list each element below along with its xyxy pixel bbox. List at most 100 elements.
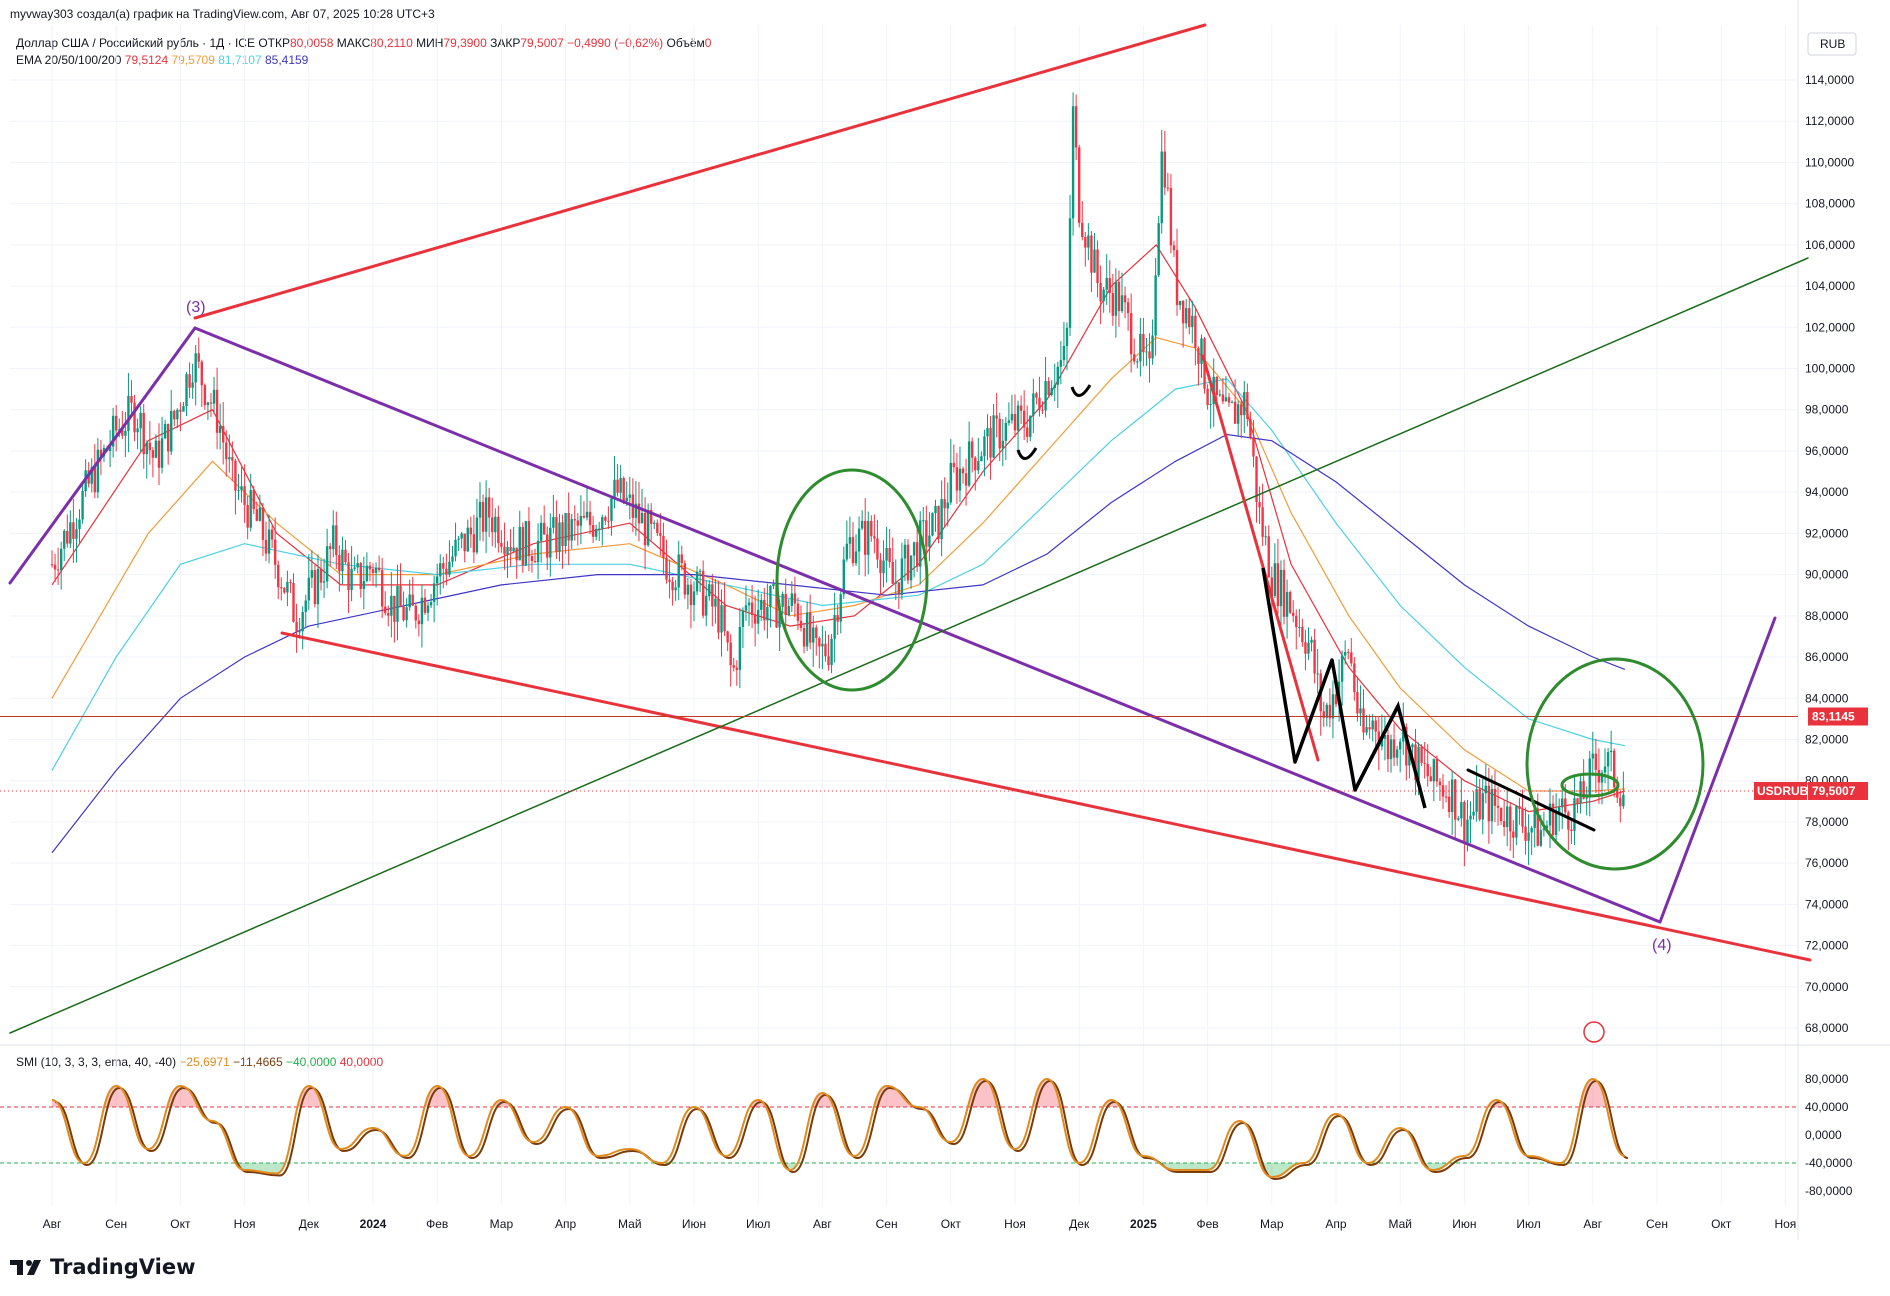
symbol-name[interactable]: Доллар США / Российский рубль · 1Д · ICE — [16, 36, 255, 50]
green-small-ellipse[interactable] — [1560, 772, 1620, 798]
wedge-lower-red-line[interactable] — [280, 631, 1812, 962]
candle-body — [209, 402, 213, 404]
time-tick-label: Май — [618, 1217, 642, 1231]
candle-body — [686, 584, 690, 595]
price-axis[interactable]: 114,0000 112,0000 110,0000 108,0000 106,0000… — [1805, 32, 1857, 1035]
candle-body — [1026, 427, 1029, 437]
candle-body — [735, 667, 738, 670]
candle-body — [1013, 414, 1017, 431]
wave5-purple-line[interactable] — [1658, 616, 1777, 924]
candle-body — [341, 549, 344, 572]
candle-body — [659, 533, 662, 536]
candle-body — [1542, 828, 1546, 831]
candle-body — [793, 593, 797, 604]
candle-body — [1539, 830, 1543, 846]
wedge-upper-red-line[interactable] — [193, 23, 1207, 320]
candle-body — [909, 555, 913, 581]
candle-body — [338, 555, 341, 572]
currency-button[interactable] — [1807, 32, 1857, 56]
candle-body — [1414, 744, 1417, 780]
candle-body — [738, 626, 742, 670]
candle-body — [157, 440, 161, 468]
candle-body — [1386, 734, 1390, 760]
price-tick-label: 68,0000 — [1805, 1021, 1849, 1035]
candle-body — [836, 615, 839, 622]
candle-body — [289, 581, 292, 583]
candle-body — [1417, 746, 1420, 780]
candle-body — [1609, 750, 1613, 753]
candle-body — [701, 570, 705, 616]
ema-label: EMA 20/50/100/200 — [16, 53, 122, 67]
candle-body — [212, 389, 216, 404]
candle-body — [1123, 295, 1127, 303]
candle-body — [732, 665, 735, 668]
candle-body — [1295, 615, 1298, 628]
candle-body — [1282, 569, 1286, 617]
candle-body — [377, 567, 381, 571]
candle-body — [1285, 592, 1289, 617]
candle-body — [151, 450, 155, 458]
candle-body — [753, 614, 757, 624]
candle-body — [967, 441, 971, 486]
candle-body — [977, 461, 980, 471]
drawing-layer[interactable]: (3) (4) — [0, 23, 1812, 1043]
hook-mark-2[interactable] — [1016, 447, 1038, 460]
candle-body — [1197, 347, 1200, 364]
candle-body — [240, 486, 243, 491]
candle-body — [646, 509, 650, 546]
price-tick-label: 106,0000 — [1805, 238, 1855, 252]
change-value: −0,4990 (−0,62%) — [567, 36, 664, 50]
green-circle-aug[interactable] — [775, 468, 929, 692]
green-trend-line[interactable] — [9, 257, 1809, 1034]
candle-body — [414, 605, 417, 621]
candle-body — [683, 563, 687, 595]
candle-body — [243, 486, 246, 506]
candle-body — [1111, 293, 1115, 316]
us-flag-icon[interactable] — [1583, 1021, 1605, 1043]
candle-body — [1078, 147, 1081, 223]
candle-body — [995, 415, 998, 419]
smi-legend[interactable]: SMI (10, 3, 3, 3, ema, 40, -40) −25,6971… — [16, 1055, 383, 1069]
candle-body — [876, 538, 879, 560]
candle-body — [1502, 821, 1506, 827]
price-tick-label: 78,0000 — [1805, 815, 1849, 829]
candle-body — [1582, 781, 1585, 799]
wave-3-label: (3) — [186, 299, 206, 316]
candle-body — [200, 361, 203, 386]
wedge-purple-line[interactable] — [193, 326, 1662, 924]
zigzag-pattern-2[interactable] — [1353, 701, 1427, 809]
candle-body — [154, 440, 158, 458]
candle-body — [182, 406, 185, 412]
hook-mark-1[interactable] — [1070, 384, 1092, 397]
candle-body — [1047, 381, 1050, 395]
green-circle-jul[interactable] — [1525, 657, 1705, 871]
candle-body — [1475, 789, 1478, 812]
tradingview-logo[interactable]: TradingView — [10, 1255, 195, 1279]
candle-body — [133, 402, 136, 433]
candle-body — [989, 428, 992, 458]
candle-body — [1524, 826, 1527, 841]
candle-body — [821, 643, 824, 647]
candle-body — [163, 424, 167, 439]
candle-body — [1019, 405, 1023, 411]
candle-body — [653, 522, 656, 524]
time-axis[interactable]: Авг Сен Окт Ноя Дек 2024 Фев Мар Апр Май Июн Июл Авг… — [43, 1217, 1797, 1231]
wave-up-purple-line[interactable] — [8, 326, 197, 585]
candle-body — [1591, 753, 1594, 759]
time-tick-label: Окт — [941, 1217, 962, 1231]
candle-body — [469, 527, 473, 535]
candle-body — [778, 606, 781, 628]
tradingview-logo-icon — [10, 1260, 41, 1275]
candle-body — [873, 536, 876, 539]
candle-body — [1206, 388, 1209, 406]
candle-body — [203, 385, 207, 406]
candle-body — [1463, 802, 1466, 843]
candle-body — [772, 584, 775, 586]
candle-body — [980, 456, 983, 462]
candle-body — [1518, 806, 1521, 809]
candle-body — [1350, 652, 1353, 664]
ema-legend[interactable]: EMA 20/50/100/200 79,5124 79,5709 81,710… — [16, 53, 308, 67]
candle-body — [1521, 808, 1524, 827]
candle-body — [1114, 281, 1118, 316]
